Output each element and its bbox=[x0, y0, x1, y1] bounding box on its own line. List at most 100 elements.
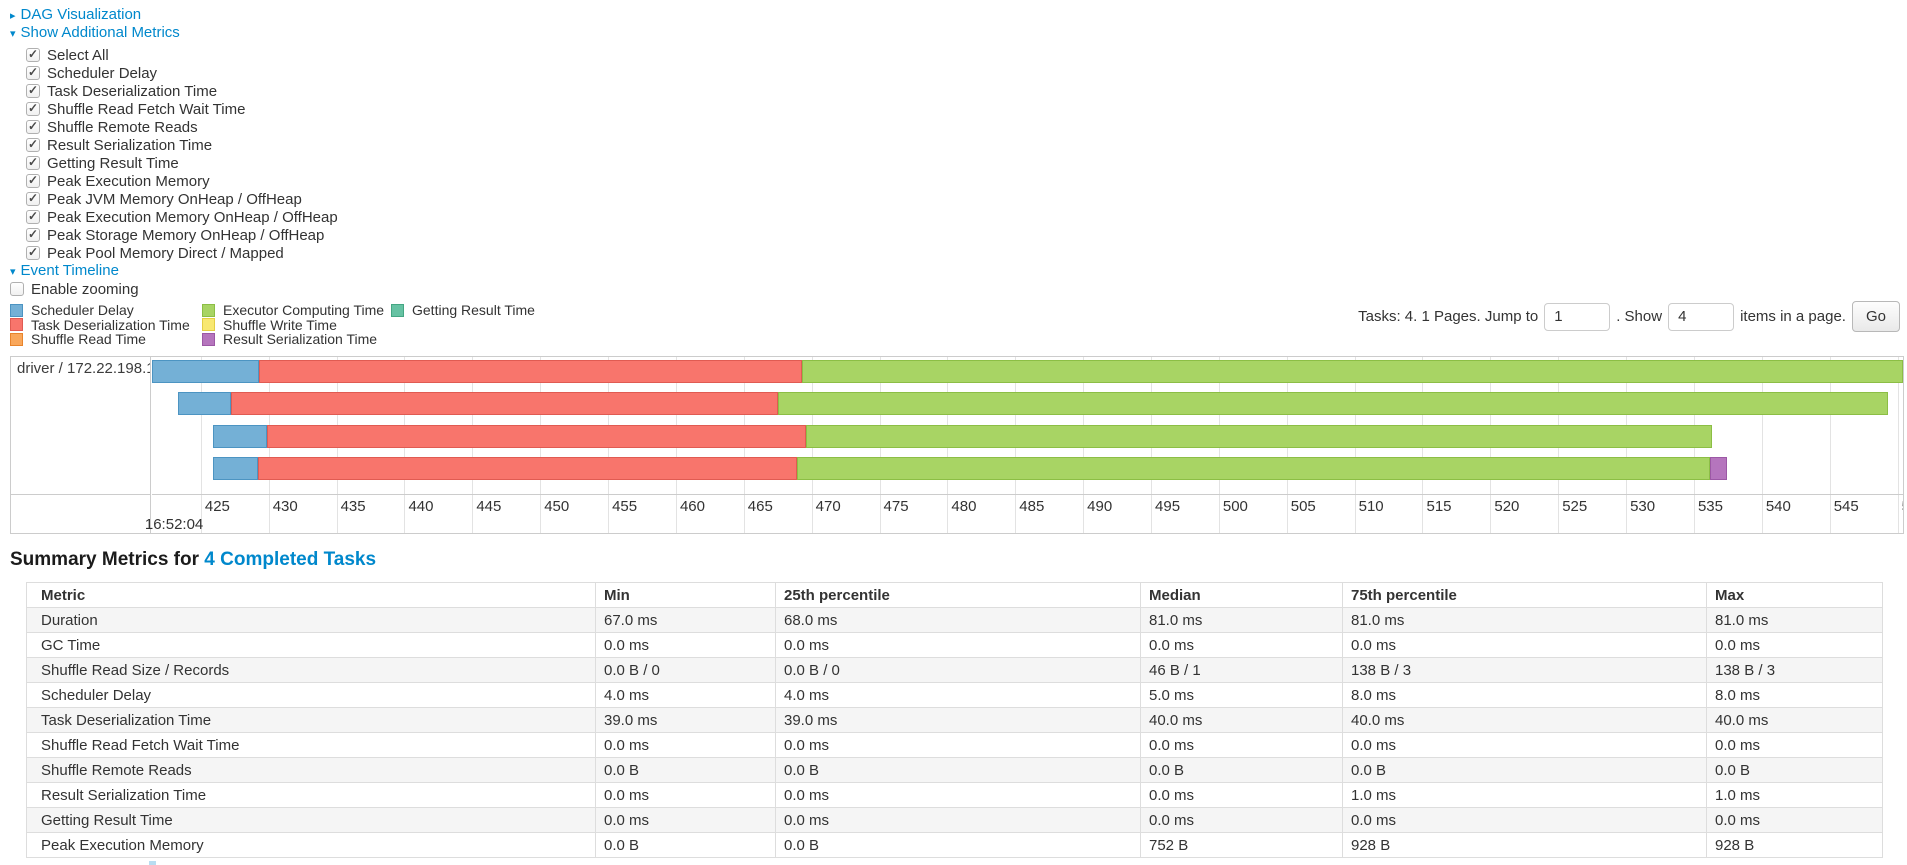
metric-value-cell: 81.0 ms bbox=[1342, 607, 1707, 633]
legend-item-result-serialization-time: Result Serialization Time bbox=[202, 331, 391, 348]
partially-visible-element bbox=[149, 861, 156, 865]
metric-value-cell: 0.0 B bbox=[1342, 757, 1707, 783]
metric-value-cell: 8.0 ms bbox=[1706, 682, 1883, 708]
enable-zooming-option[interactable]: Enable zooming bbox=[10, 280, 1907, 298]
metric-value-cell: 0.0 ms bbox=[1706, 732, 1883, 758]
checkbox-label: Peak Execution Memory bbox=[47, 172, 210, 190]
gridline bbox=[1015, 495, 1017, 533]
task-2-scheduler-delay-bar[interactable] bbox=[177, 392, 231, 415]
enable-zooming-label: Enable zooming bbox=[31, 280, 139, 298]
x-tick-label: 450 bbox=[544, 498, 570, 515]
column-header-max: Max bbox=[1706, 582, 1883, 608]
metric-value-cell: 928 B bbox=[1706, 832, 1883, 858]
metric-value-cell: 40.0 ms bbox=[1706, 707, 1883, 733]
jump-to-page-input[interactable] bbox=[1544, 302, 1611, 331]
column-header-min: Min bbox=[595, 582, 776, 608]
gridline bbox=[743, 495, 745, 533]
show-items-input[interactable] bbox=[1668, 302, 1735, 331]
legend-label: Result Serialization Time bbox=[223, 331, 378, 348]
metric-value-cell: 0.0 ms bbox=[595, 782, 776, 808]
items-in-page-text: items in a page. bbox=[1740, 308, 1846, 325]
x-tick-label: 455 bbox=[612, 498, 638, 515]
event-timeline-link[interactable]: Event Timeline bbox=[20, 262, 119, 279]
metric-option-task-deserialization-time[interactable]: Task Deserialization Time bbox=[26, 82, 1907, 100]
metric-option-peak-pool-memory-direct-mapped[interactable]: Peak Pool Memory Direct / Mapped bbox=[26, 244, 1907, 262]
task-4-task-deserialization-time-bar[interactable] bbox=[257, 457, 797, 480]
go-button[interactable]: Go bbox=[1851, 301, 1900, 332]
completed-tasks-link[interactable]: 4 Completed Tasks bbox=[204, 549, 377, 570]
checkbox-label: Peak Storage Memory OnHeap / OffHeap bbox=[47, 226, 325, 244]
gridline bbox=[404, 495, 406, 533]
event-timeline-toggle[interactable]: ▾ Event Timeline bbox=[10, 262, 1907, 280]
task-3-executor-computing-time-bar[interactable] bbox=[806, 425, 1712, 448]
gridline bbox=[1897, 357, 1899, 494]
metric-value-cell: 0.0 ms bbox=[1140, 632, 1343, 658]
checkbox-label: Shuffle Read Fetch Wait Time bbox=[47, 100, 246, 118]
metric-option-shuffle-remote-reads[interactable]: Shuffle Remote Reads bbox=[26, 118, 1907, 136]
task-1-task-deserialization-time-bar[interactable] bbox=[259, 360, 803, 383]
show-additional-metrics-toggle[interactable]: ▾ Show Additional Metrics bbox=[10, 24, 1907, 42]
checkbox-peak-storage-memory-onheap-offheap[interactable] bbox=[26, 227, 40, 242]
x-tick-label: 520 bbox=[1494, 498, 1520, 515]
x-tick-label: 515 bbox=[1426, 498, 1452, 515]
checkbox-select-all[interactable] bbox=[26, 47, 40, 62]
table-row-getting-result-time: Getting Result Time 0.0 ms 0.0 ms 0.0 ms 0.0… bbox=[26, 807, 1883, 833]
metric-option-peak-storage-memory-onheap-offheap[interactable]: Peak Storage Memory OnHeap / OffHeap bbox=[26, 226, 1907, 244]
metric-option-scheduler-delay[interactable]: Scheduler Delay bbox=[26, 64, 1907, 82]
x-tick-label: 525 bbox=[1562, 498, 1588, 515]
show-additional-metrics-link[interactable]: Show Additional Metrics bbox=[20, 24, 180, 41]
task-1-executor-computing-time-bar[interactable] bbox=[802, 360, 1903, 383]
metric-option-peak-jvm-memory-onheap-offheap[interactable]: Peak JVM Memory OnHeap / OffHeap bbox=[26, 190, 1907, 208]
checkbox-result-serialization-time[interactable] bbox=[26, 137, 40, 152]
gridline bbox=[540, 495, 542, 533]
metric-value-cell: 0.0 B / 0 bbox=[595, 657, 776, 683]
checkbox-task-deserialization-time[interactable] bbox=[26, 83, 40, 98]
table-row-shuffle-read-fetch-wait-time: Shuffle Read Fetch Wait Time 0.0 ms 0.0 ms… bbox=[26, 732, 1883, 758]
task-4-result-serialization-time-bar[interactable] bbox=[1710, 457, 1727, 480]
legend-item-getting-result-time: Getting Result Time bbox=[391, 302, 535, 319]
checkbox-scheduler-delay[interactable] bbox=[26, 65, 40, 80]
table-row-shuffle-remote-reads: Shuffle Remote Reads 0.0 B 0.0 B 0.0 B 0.0 B… bbox=[26, 757, 1883, 783]
metric-option-peak-execution-memory-onheap-offheap[interactable]: Peak Execution Memory OnHeap / OffHeap bbox=[26, 208, 1907, 226]
checkbox-peak-execution-memory-onheap-offheap[interactable] bbox=[26, 209, 40, 224]
metric-value-cell: 0.0 ms bbox=[1140, 732, 1343, 758]
metric-value-cell: 0.0 ms bbox=[595, 807, 776, 833]
task-2-task-deserialization-time-bar[interactable] bbox=[230, 392, 778, 415]
legend-label: Getting Result Time bbox=[412, 302, 535, 319]
checkbox-getting-result-time[interactable] bbox=[26, 155, 40, 170]
checkbox-peak-jvm-memory-onheap-offheap[interactable] bbox=[26, 191, 40, 206]
checkbox-label: Peak Execution Memory OnHeap / OffHeap bbox=[47, 208, 338, 226]
legend-item-shuffle-read-time: Shuffle Read Time bbox=[10, 331, 202, 347]
additional-metrics-checkbox-list: Select All Scheduler Delay Task Deserializ… bbox=[10, 46, 1907, 262]
timeline-legend: Scheduler Delay Task Deserialization Time… bbox=[10, 302, 535, 348]
checkbox-shuffle-remote-reads[interactable] bbox=[26, 119, 40, 134]
task-2-executor-computing-time-bar[interactable] bbox=[777, 392, 1889, 415]
task-4-scheduler-delay-bar[interactable] bbox=[213, 457, 258, 480]
gridline bbox=[200, 495, 202, 533]
checkbox-peak-execution-memory[interactable] bbox=[26, 173, 40, 188]
metric-option-shuffle-read-fetch-wait-time[interactable]: Shuffle Read Fetch Wait Time bbox=[26, 100, 1907, 118]
task-1-scheduler-delay-bar[interactable] bbox=[152, 360, 260, 383]
metric-option-result-serialization-time[interactable]: Result Serialization Time bbox=[26, 136, 1907, 154]
metric-value-cell: 0.0 ms bbox=[595, 732, 776, 758]
metric-value-cell: 39.0 ms bbox=[775, 707, 1141, 733]
gridline bbox=[268, 495, 270, 533]
task-3-task-deserialization-time-bar[interactable] bbox=[267, 425, 807, 448]
legend-pagination-band: Scheduler Delay Task Deserialization Time… bbox=[0, 300, 1907, 354]
gridline bbox=[879, 495, 881, 533]
metric-option-getting-result-time[interactable]: Getting Result Time bbox=[26, 154, 1907, 172]
metric-option-peak-execution-memory[interactable]: Peak Execution Memory bbox=[26, 172, 1907, 190]
metric-option-select-all[interactable]: Select All bbox=[26, 46, 1907, 64]
legend-item-shuffle-write-time: Shuffle Write Time bbox=[202, 317, 391, 333]
dag-visualization-link[interactable]: DAG Visualization bbox=[20, 6, 142, 23]
checkbox-shuffle-read-fetch-wait-time[interactable] bbox=[26, 101, 40, 116]
enable-zooming-checkbox[interactable] bbox=[10, 282, 24, 296]
task-4-executor-computing-time-bar[interactable] bbox=[796, 457, 1711, 480]
shuffle-read-time-swatch-icon bbox=[10, 332, 23, 346]
task-3-scheduler-delay-bar[interactable] bbox=[213, 425, 268, 448]
x-tick-label: 485 bbox=[1019, 498, 1045, 515]
checkbox-peak-pool-memory-direct-mapped[interactable] bbox=[26, 245, 40, 260]
metric-value-cell: 0.0 ms bbox=[775, 632, 1141, 658]
dag-visualization-toggle[interactable]: ▸ DAG Visualization bbox=[10, 6, 1907, 24]
column-header-median: Median bbox=[1140, 582, 1343, 608]
